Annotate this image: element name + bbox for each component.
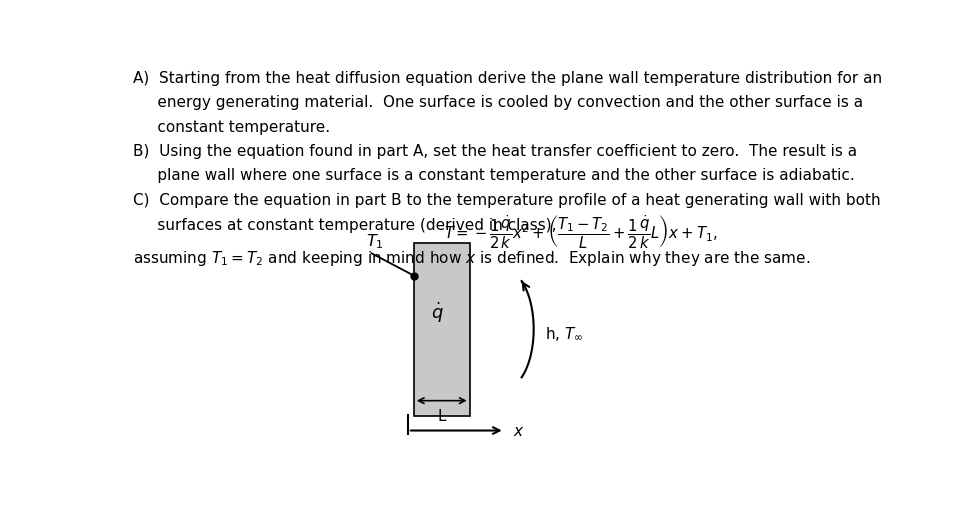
- Text: $\dot{q}$: $\dot{q}$: [431, 300, 444, 324]
- Text: L: L: [438, 408, 446, 423]
- Text: surfaces at constant temperature (derived in class),: surfaces at constant temperature (derive…: [133, 218, 557, 233]
- Text: constant temperature.: constant temperature.: [133, 120, 330, 134]
- Text: h, $T_\infty$: h, $T_\infty$: [545, 325, 583, 342]
- Text: A)  Starting from the heat diffusion equation derive the plane wall temperature : A) Starting from the heat diffusion equa…: [133, 71, 882, 86]
- Text: assuming $T_1 = T_2$ and keeping in mind how $x$ is defined.  Explain why they a: assuming $T_1 = T_2$ and keeping in mind…: [133, 248, 811, 267]
- Text: energy generating material.  One surface is cooled by convection and the other s: energy generating material. One surface …: [133, 95, 863, 110]
- Text: x: x: [514, 423, 522, 438]
- Text: $T = -\dfrac{1}{2}\dfrac{\dot{q}}{k}x^2 + \left(\dfrac{T_1-T_2}{L}+\dfrac{1}{2}\: $T = -\dfrac{1}{2}\dfrac{\dot{q}}{k}x^2 …: [444, 213, 717, 250]
- Text: C)  Compare the equation in part B to the temperature profile of a heat generati: C) Compare the equation in part B to the…: [133, 192, 881, 207]
- Text: plane wall where one surface is a constant temperature and the other surface is : plane wall where one surface is a consta…: [133, 168, 855, 183]
- Bar: [414, 243, 469, 416]
- Text: B)  Using the equation found in part A, set the heat transfer coefficient to zer: B) Using the equation found in part A, s…: [133, 144, 857, 159]
- Text: $T_1$: $T_1$: [366, 232, 383, 250]
